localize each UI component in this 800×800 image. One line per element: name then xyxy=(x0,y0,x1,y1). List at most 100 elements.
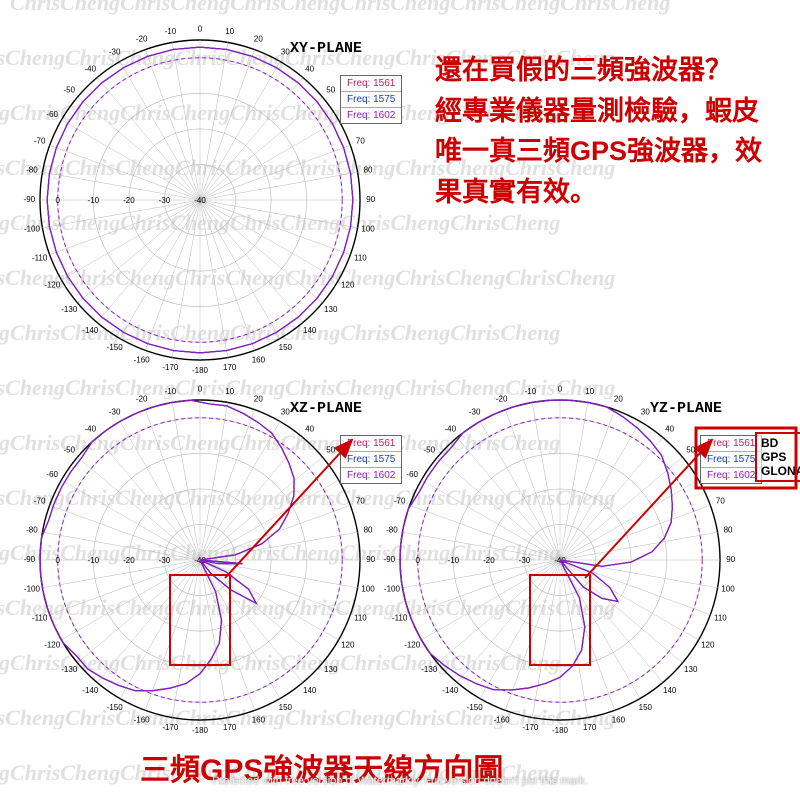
polar-chart-xy: -180-170-160-150-140-130-120-110-100-90-… xyxy=(0,0,400,400)
svg-text:-30: -30 xyxy=(159,196,171,205)
svg-text:-70: -70 xyxy=(394,497,406,506)
legend-yz: Freq: 1561Freq: 1575Freq: 1602 xyxy=(700,435,762,484)
svg-text:-10: -10 xyxy=(88,196,100,205)
svg-text:-130: -130 xyxy=(421,665,438,674)
svg-text:-70: -70 xyxy=(34,497,46,506)
svg-text:130: 130 xyxy=(324,665,338,674)
svg-text:-150: -150 xyxy=(467,703,484,712)
svg-text:-20: -20 xyxy=(136,35,148,44)
legend-row: Freq: 1575 xyxy=(341,92,401,108)
svg-text:-40: -40 xyxy=(85,64,97,73)
svg-text:10: 10 xyxy=(225,387,234,396)
svg-text:20: 20 xyxy=(254,395,263,404)
svg-text:-40: -40 xyxy=(194,196,206,205)
svg-text:-30: -30 xyxy=(519,556,531,565)
svg-text:-10: -10 xyxy=(165,387,177,396)
svg-text:-100: -100 xyxy=(24,585,41,594)
svg-text:-120: -120 xyxy=(404,640,421,649)
svg-text:-100: -100 xyxy=(384,585,401,594)
svg-text:0: 0 xyxy=(56,556,61,565)
svg-text:-80: -80 xyxy=(386,525,398,534)
legend-xy: Freq: 1561Freq: 1575Freq: 1602 xyxy=(340,75,402,124)
svg-text:-30: -30 xyxy=(109,47,121,56)
svg-text:-180: -180 xyxy=(192,726,209,735)
svg-text:-170: -170 xyxy=(522,723,539,732)
svg-text:-100: -100 xyxy=(24,225,41,234)
svg-text:-160: -160 xyxy=(494,715,511,724)
svg-text:-160: -160 xyxy=(134,715,151,724)
svg-text:-50: -50 xyxy=(63,85,75,94)
svg-text:-60: -60 xyxy=(46,110,58,119)
svg-text:120: 120 xyxy=(701,640,715,649)
svg-text:-30: -30 xyxy=(159,556,171,565)
svg-text:-140: -140 xyxy=(442,686,459,695)
svg-text:10: 10 xyxy=(585,387,594,396)
svg-text:70: 70 xyxy=(356,137,365,146)
svg-text:130: 130 xyxy=(684,665,698,674)
svg-text:-120: -120 xyxy=(44,640,61,649)
svg-text:-150: -150 xyxy=(107,703,124,712)
svg-text:-20: -20 xyxy=(123,196,135,205)
svg-text:30: 30 xyxy=(641,407,650,416)
svg-text:30: 30 xyxy=(281,407,290,416)
svg-text:-20: -20 xyxy=(483,556,495,565)
svg-text:140: 140 xyxy=(303,686,317,695)
svg-text:150: 150 xyxy=(639,703,653,712)
svg-text:-50: -50 xyxy=(63,445,75,454)
svg-text:0: 0 xyxy=(416,556,421,565)
svg-text:-90: -90 xyxy=(384,555,396,564)
svg-text:140: 140 xyxy=(663,686,677,695)
svg-text:30: 30 xyxy=(281,47,290,56)
svg-text:-90: -90 xyxy=(24,195,36,204)
svg-text:20: 20 xyxy=(254,35,263,44)
content-root: XY-PLANE -180-170-160-150-140-130-120-11… xyxy=(0,0,800,800)
polar-chart-yz: -180-170-160-150-140-130-120-110-100-90-… xyxy=(360,360,760,760)
svg-text:-10: -10 xyxy=(88,556,100,565)
svg-text:-50: -50 xyxy=(423,445,435,454)
svg-text:-30: -30 xyxy=(469,407,481,416)
svg-text:140: 140 xyxy=(303,326,317,335)
svg-text:-120: -120 xyxy=(44,280,61,289)
svg-text:-10: -10 xyxy=(525,387,537,396)
svg-text:-80: -80 xyxy=(26,165,38,174)
legend-row: Freq: 1561 xyxy=(701,436,761,452)
svg-text:90: 90 xyxy=(726,555,735,564)
svg-text:0: 0 xyxy=(56,196,61,205)
svg-text:110: 110 xyxy=(714,613,727,622)
svg-text:-110: -110 xyxy=(392,613,408,622)
svg-text:100: 100 xyxy=(361,225,375,234)
svg-text:-10: -10 xyxy=(165,27,177,36)
svg-text:-40: -40 xyxy=(85,424,97,433)
svg-text:-130: -130 xyxy=(61,665,78,674)
svg-text:130: 130 xyxy=(324,305,338,314)
svg-text:120: 120 xyxy=(341,640,355,649)
svg-text:-90: -90 xyxy=(24,555,36,564)
legend-row: Freq: 1575 xyxy=(701,452,761,468)
svg-text:40: 40 xyxy=(305,64,314,73)
legend-row: Freq: 1561 xyxy=(341,76,401,92)
svg-text:160: 160 xyxy=(252,715,266,724)
svg-text:-20: -20 xyxy=(496,395,508,404)
polar-chart-xz: -180-170-160-150-140-130-120-110-100-90-… xyxy=(0,360,400,760)
svg-text:150: 150 xyxy=(279,343,293,352)
svg-text:100: 100 xyxy=(721,585,735,594)
svg-text:90: 90 xyxy=(366,195,375,204)
legend-row: Freq: 1602 xyxy=(701,468,761,483)
svg-text:120: 120 xyxy=(341,280,355,289)
svg-text:-140: -140 xyxy=(82,326,99,335)
svg-text:-140: -140 xyxy=(82,686,99,695)
svg-text:-70: -70 xyxy=(34,137,46,146)
svg-text:-110: -110 xyxy=(32,253,48,262)
svg-text:80: 80 xyxy=(364,165,373,174)
svg-text:50: 50 xyxy=(326,85,335,94)
svg-text:-170: -170 xyxy=(162,723,179,732)
svg-text:40: 40 xyxy=(305,424,314,433)
callout-label: GLONASS xyxy=(761,464,800,478)
svg-text:160: 160 xyxy=(612,715,626,724)
callout-box: BDGPSGLONASS xyxy=(755,432,800,482)
svg-text:-80: -80 xyxy=(26,525,38,534)
svg-text:0: 0 xyxy=(198,384,203,393)
svg-text:-110: -110 xyxy=(32,613,48,622)
svg-text:-60: -60 xyxy=(46,470,58,479)
svg-text:70: 70 xyxy=(716,497,725,506)
